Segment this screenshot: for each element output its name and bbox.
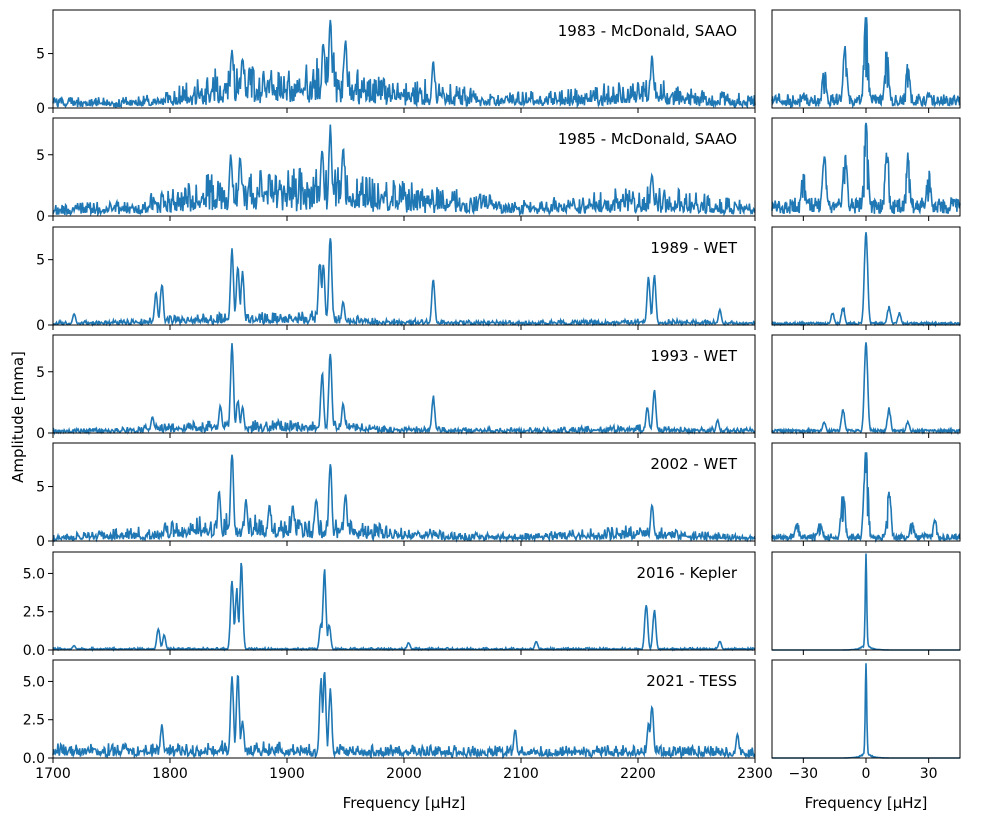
x-tick-label: 2000 [386, 766, 422, 782]
panel-title: 1989 - WET [650, 239, 737, 257]
panel-title: 2021 - TESS [646, 672, 737, 690]
panel-2: 0 5 1985 - McDonald, SAAO [36, 117, 756, 225]
y-tick-label: 5 [36, 365, 45, 381]
window-x-tick-label: 0 [862, 766, 871, 782]
window-line [771, 452, 961, 544]
window-line [772, 553, 960, 651]
y-tick-label: 2.5 [23, 605, 45, 621]
window-panel-3 [771, 226, 961, 330]
panel-title: 1993 - WET [650, 347, 737, 365]
x-tick-label: 1800 [152, 766, 188, 782]
window-panel-1 [771, 9, 961, 113]
y-tick-label: 0 [36, 101, 45, 117]
y-tick-label: 5 [36, 47, 45, 63]
panel-title: 2002 - WET [650, 455, 737, 473]
window-panel-7: −30 0 30 [771, 659, 961, 782]
x-axis-label-main: Frequency [μHz] [343, 794, 466, 812]
window-line [771, 342, 961, 436]
window-panels: −30 0 30 [771, 9, 961, 782]
series-line [52, 672, 756, 760]
panel-title: 1983 - McDonald, SAAO [558, 22, 737, 40]
y-tick-label: 5.0 [23, 566, 45, 582]
x-tick-label: 2200 [620, 766, 656, 782]
y-tick-label: 0.0 [23, 751, 45, 767]
x-tick-label: 2300 [737, 766, 773, 782]
window-panel-2 [771, 117, 961, 221]
y-tick-label: 0 [36, 209, 45, 225]
window-x-tick-label: 30 [920, 766, 938, 782]
series-line [52, 562, 756, 653]
y-tick-label: 0 [36, 426, 45, 442]
window-line [771, 232, 961, 328]
y-tick-label: 2.5 [23, 713, 45, 729]
y-axis-label: Amplitude [mma] [9, 351, 27, 483]
series-line [52, 454, 756, 544]
panel-1: 0 5 1983 - McDonald, SAAO [36, 9, 756, 117]
panel-6: 0.0 2.5 5.0 2016 - Kepler [23, 551, 756, 659]
panel-3: 0 5 1989 - WET [36, 226, 756, 334]
panel-7: 0.0 2.5 5.0 1700 1800 1900 2000 2100 2200 2300 202… [23, 659, 773, 782]
window-panel-6 [771, 551, 961, 655]
window-panel-5 [771, 442, 961, 546]
window-line [772, 663, 960, 759]
y-tick-label: 5 [36, 253, 45, 269]
x-tick-label: 2100 [503, 766, 539, 782]
panel-4: 0 5 1993 - WET [36, 334, 756, 442]
x-tick-label: 1700 [35, 766, 71, 782]
window-x-tick-label: −30 [789, 766, 819, 782]
series-line [52, 19, 756, 109]
panel-title: 2016 - Kepler [636, 564, 737, 582]
series-line [52, 124, 756, 217]
y-tick-label: 5 [36, 148, 45, 164]
y-tick-label: 0.0 [23, 643, 45, 659]
window-panel-4 [771, 334, 961, 438]
panel-title: 1985 - McDonald, SAAO [558, 130, 737, 148]
y-tick-label: 5.0 [23, 674, 45, 690]
y-tick-label: 0 [36, 534, 45, 550]
window-line [771, 122, 961, 215]
y-tick-label: 0 [36, 318, 45, 334]
window-line [771, 17, 961, 109]
y-tick-label: 5 [36, 480, 45, 496]
series-line [52, 238, 756, 328]
x-axis-label-window: Frequency [μHz] [805, 794, 928, 812]
series-line [52, 343, 756, 436]
main-panels: 0 5 1983 - McDonald, SAAO 0 5 1985 - McDonald… [23, 9, 773, 782]
x-tick-label: 1900 [269, 766, 305, 782]
panel-5: 0 5 2002 - WET [36, 442, 756, 550]
